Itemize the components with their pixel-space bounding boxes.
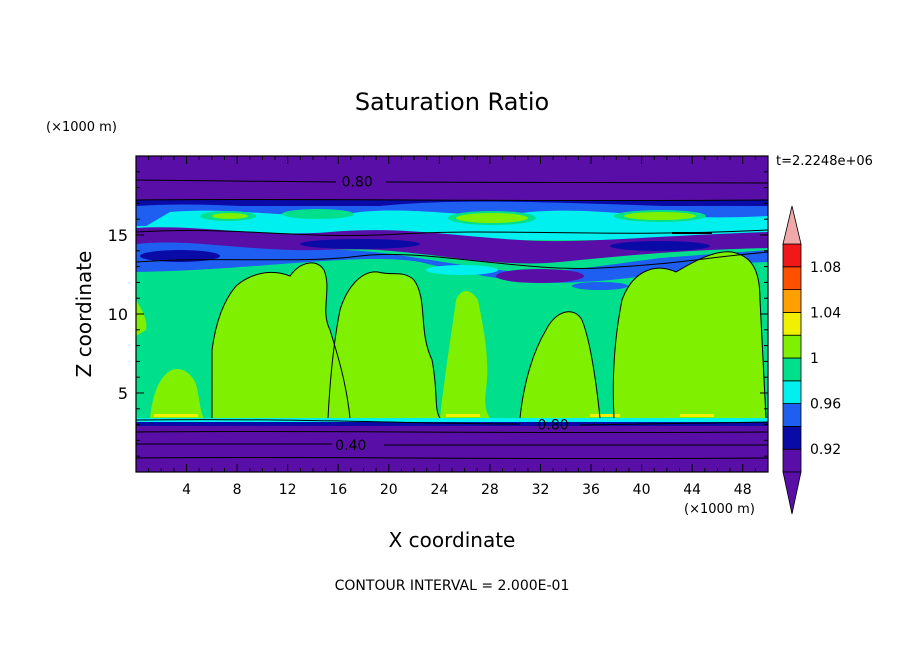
- x-tick-label: 32: [532, 482, 550, 498]
- colorbar-swatch: [782, 357, 802, 382]
- colorbar-swatch: [782, 311, 802, 336]
- time-label: t=2.2248e+06: [776, 154, 873, 169]
- y-axis-ticks: 5 10 15: [108, 171, 768, 457]
- y-tick-label: 10: [108, 305, 128, 324]
- y-tick-label: 15: [108, 226, 128, 245]
- contour-label: 0.40: [335, 438, 366, 454]
- colorbar-swatch: [782, 266, 802, 290]
- contour-plot: [136, 156, 768, 472]
- contour-label: 0.80: [342, 174, 373, 190]
- colorbar-swatch: [782, 403, 802, 427]
- chart-title: Saturation Ratio: [354, 88, 550, 116]
- x-tick-label: 48: [734, 482, 752, 498]
- colorbar-swatch: [782, 425, 802, 450]
- colorbar-swatch: [782, 243, 802, 268]
- contour-interval-note: CONTOUR INTERVAL = 2.000E-01: [334, 578, 570, 594]
- colorbar-label: 1: [810, 351, 819, 367]
- colorbar-swatch: [782, 289, 802, 313]
- y-tick-label: 5: [118, 384, 128, 403]
- colorbar-under-arrow: [782, 471, 802, 515]
- x-tick-label: 40: [633, 482, 651, 498]
- colorbar: 1.08 1.04 1 0.96 0.92: [782, 205, 841, 515]
- colorbar-swatch: [782, 380, 802, 404]
- y-axis-unit: (×1000 m): [46, 120, 117, 135]
- x-tick-label: 8: [233, 482, 242, 498]
- x-axis-ticks: 4 8 12 16 20 24 28 32 36 40 44 48: [148, 156, 756, 498]
- x-axis-unit: (×1000 m): [684, 502, 755, 517]
- y-axis-label: Z coordinate: [72, 250, 96, 378]
- x-tick-label: 28: [481, 482, 499, 498]
- x-axis-label: X coordinate: [388, 528, 516, 552]
- x-tick-label: 36: [582, 482, 600, 498]
- colorbar-swatch: [782, 448, 802, 473]
- colorbar-label: 0.96: [810, 397, 841, 413]
- colorbar-label: 1.04: [810, 305, 841, 321]
- x-tick-label: 12: [279, 482, 297, 498]
- contour-label: 0.80: [538, 418, 569, 434]
- x-tick-label: 4: [182, 482, 191, 498]
- x-tick-label: 16: [329, 482, 347, 498]
- colorbar-label: 1.08: [810, 260, 841, 276]
- colorbar-swatch: [782, 334, 802, 359]
- colorbar-label: 0.92: [810, 442, 841, 458]
- x-tick-label: 24: [430, 482, 448, 498]
- x-tick-label: 44: [683, 482, 701, 498]
- colorbar-over-arrow: [782, 205, 802, 245]
- contour-labels: 0.80 0.80 0.40: [335, 174, 568, 454]
- x-tick-label: 20: [380, 482, 398, 498]
